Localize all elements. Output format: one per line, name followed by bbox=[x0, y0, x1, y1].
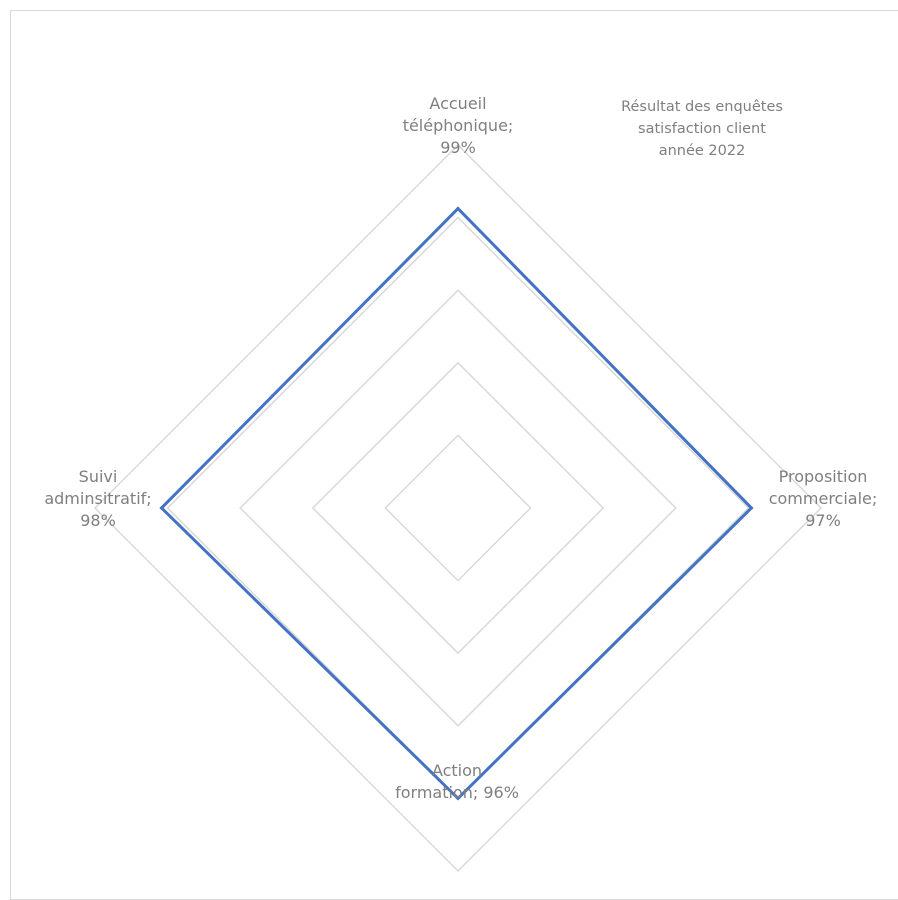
grid-ring-3 bbox=[239, 289, 677, 727]
grid-ring-2 bbox=[311, 361, 605, 655]
data-point-3 bbox=[160, 506, 164, 510]
data-point-1 bbox=[749, 506, 753, 510]
grid-ring-5 bbox=[93, 143, 823, 873]
data-label-accueil: Accueil téléphonique; 99% bbox=[402, 94, 514, 157]
data-label-action: Action formation; 96% bbox=[395, 761, 519, 802]
chart-area bbox=[10, 10, 898, 900]
chart-title: Résultat des enquêtes satisfaction clien… bbox=[621, 99, 783, 159]
data-label-proposition: Proposition commerciale; 97% bbox=[768, 467, 878, 530]
data-point-2 bbox=[456, 796, 460, 800]
data-point-0 bbox=[456, 207, 460, 211]
data-label-suivi: Suivi adminsitratif; 98% bbox=[44, 467, 152, 530]
series-line-0 bbox=[159, 206, 754, 801]
grid-ring-4 bbox=[166, 216, 750, 800]
grid-ring-1 bbox=[384, 434, 532, 582]
